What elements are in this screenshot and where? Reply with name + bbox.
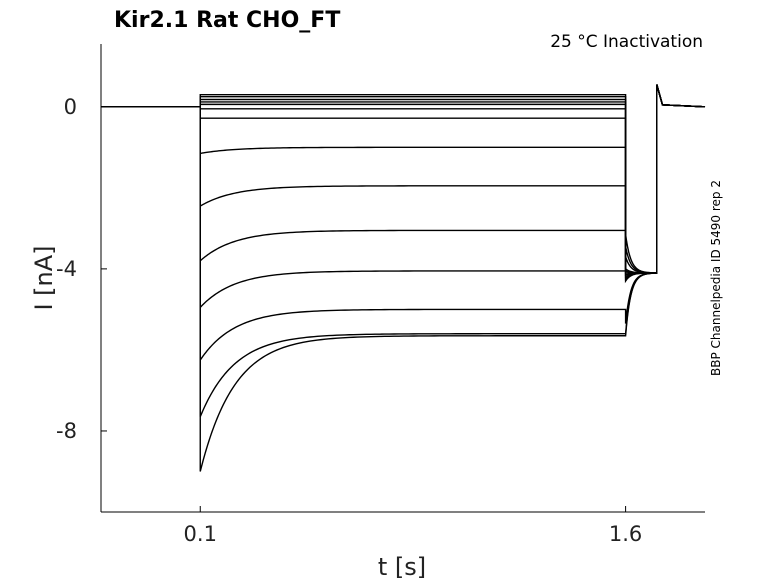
y-tick-label: -4 [56,257,77,281]
current-trace [101,84,706,418]
y-tick-label: -8 [56,419,77,443]
chart-subtitle: 25 °C Inactivation [550,32,703,52]
current-trace [101,84,706,274]
current-trace [101,84,706,274]
current-trace [101,84,706,363]
current-trace [101,84,706,281]
x-tick-label: 0.1 [184,522,217,546]
traces-group [101,84,706,472]
source-note: BBP Channelpedia ID 5490 rep 2 [709,180,723,376]
y-ticks-group: 0 -4 -8 [56,95,107,443]
current-trace [101,84,706,310]
y-tick-label: 0 [64,95,77,119]
x-ticks-group: 0.1 1.6 [184,506,642,546]
current-trace [101,84,706,274]
y-axis-label: I [nA] [30,245,58,310]
current-trace [101,84,706,274]
current-trace [101,84,706,276]
current-trace [101,84,706,274]
current-trace [101,84,706,284]
current-trace [101,84,706,274]
plot-area: 0 -4 -8 0.1 1.6 [56,44,706,546]
chart-title: Kir2.1 Rat CHO_FT [114,8,340,33]
current-trace [101,84,706,279]
current-trace [101,84,706,472]
x-axis-label: t [s] [378,553,426,581]
x-tick-label: 1.6 [609,522,642,546]
